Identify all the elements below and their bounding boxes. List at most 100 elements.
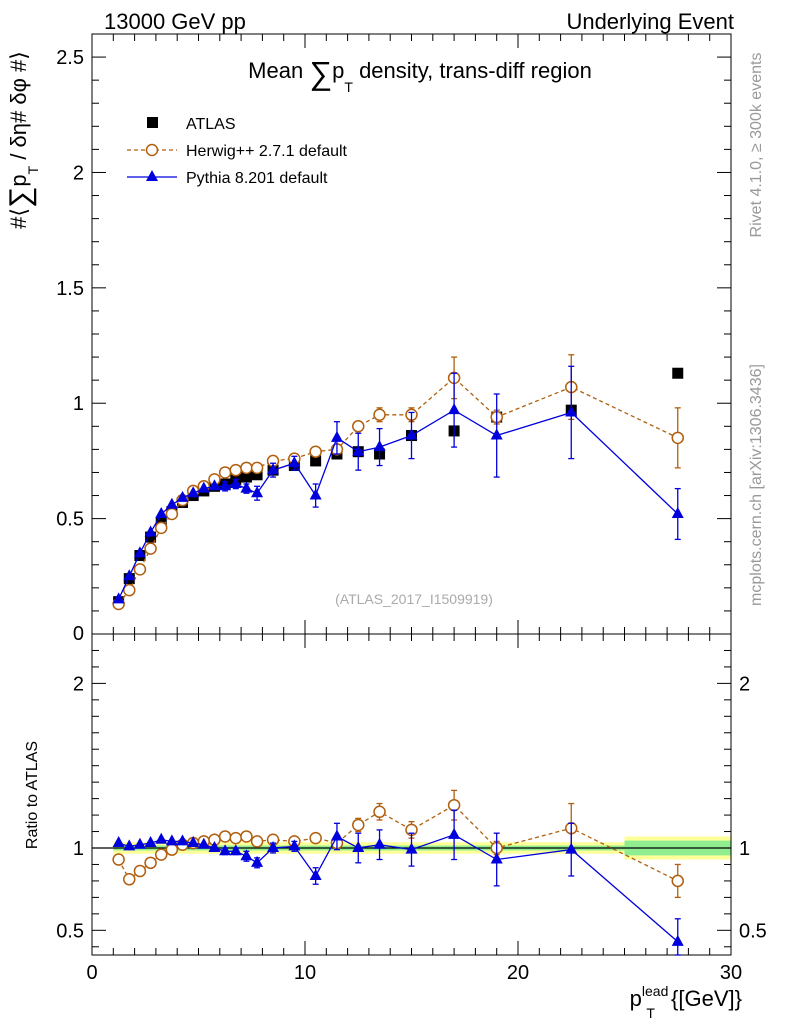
xtick-label: 0	[86, 962, 97, 984]
ratio-herwig-point	[373, 805, 386, 819]
ratio-pythia-point	[112, 836, 125, 848]
main-atlas-point	[251, 469, 263, 481]
main-herwig-point	[165, 507, 179, 521]
ratio-ytick-label: 0.5	[56, 920, 84, 942]
main-pythia-point	[240, 481, 253, 493]
ratio-ytick-label: 2	[73, 673, 84, 695]
ratio-herwig-point	[671, 874, 684, 888]
analysis-watermark: (ATLAS_2017_I1509919)	[335, 591, 493, 607]
main-pythia-point	[251, 486, 264, 498]
legend-herwig-marker	[145, 143, 159, 157]
ratio-pythia-point	[240, 849, 253, 861]
ratio-herwig-point	[352, 818, 365, 832]
header-right: Underlying Event	[566, 9, 734, 34]
rivet-label: Rivet 4.1.0, ≥ 300k events	[748, 53, 765, 238]
ratio-pythia-point	[197, 837, 210, 849]
ratio-herwig-point	[154, 848, 168, 861]
main-pythia-point	[197, 481, 210, 493]
main-herwig-point	[218, 466, 232, 479]
main-herwig-point	[240, 461, 253, 475]
ratio-herwig-point	[123, 873, 136, 886]
main-pythia-point	[490, 428, 503, 440]
main-ytick-label: 2	[73, 162, 84, 184]
ratio-ytick-label-right: 1	[739, 838, 750, 860]
ratio-pythia-point	[144, 836, 157, 848]
mcplots-label: mcplots.cern.ch [arXiv:1306.3436]	[748, 364, 765, 606]
main-pythia-point	[165, 497, 178, 509]
ratio-pythia-point	[155, 832, 168, 844]
ratio-ytick-label-right: 2	[739, 673, 750, 695]
ratio-pythia-point	[671, 934, 684, 946]
ratio-pythia-point	[219, 844, 232, 856]
xtick-label: 30	[720, 962, 742, 984]
main-pythia-point	[176, 490, 189, 502]
main-pythia-point	[288, 456, 301, 468]
ratio-pythia-point	[176, 834, 189, 846]
main-herwig-point	[133, 563, 147, 576]
main-pythia-point	[112, 592, 125, 604]
main-pythia-point	[352, 444, 365, 456]
ratio-herwig-point	[229, 831, 243, 845]
main-pythia-point	[671, 507, 684, 518]
main-herwig-point	[144, 542, 157, 555]
main-herwig-point	[250, 461, 264, 475]
main-pythia-point	[267, 463, 280, 475]
main-herwig-point	[154, 521, 168, 535]
main-herwig-point	[352, 420, 365, 433]
ratio-herwig-point	[240, 830, 253, 843]
main-herwig-point	[373, 408, 386, 422]
main-pythia-point	[187, 486, 200, 498]
main-title: Mean ∑pT density, trans-diff region	[248, 55, 592, 95]
ratio-herwig-point	[133, 864, 147, 878]
main-atlas-point	[672, 367, 684, 379]
main-pythia-point	[133, 546, 146, 558]
ratio-ytick-label-right: 0.5	[739, 920, 767, 942]
main-pythia-line	[118, 409, 679, 600]
ratio-herwig-point	[309, 831, 322, 845]
main-herwig-point	[671, 431, 684, 445]
legend-pythia-marker	[146, 170, 158, 181]
xtick-label: 20	[507, 962, 529, 984]
main-atlas-point	[240, 471, 252, 483]
main-ylabel: #⟨∑pT / δη# δφ #⟩	[4, 51, 41, 229]
xtick-label: 10	[294, 962, 316, 984]
main-plot: 0.5 1 1.5 2 2.5 0	[56, 33, 732, 645]
ratio-pythia-point	[309, 868, 322, 880]
ratio-pythia-point	[165, 834, 178, 846]
main-ytick-label: 1.5	[56, 278, 84, 300]
xlabel: plead T {[GeV]}	[630, 983, 742, 1021]
ratio-frame	[91, 633, 732, 956]
main-ytick-label: 0.5	[56, 509, 84, 531]
main-pythia-point	[309, 488, 322, 500]
ratio-ytick-label: 1	[73, 838, 84, 860]
legend-atlas-marker	[147, 117, 158, 128]
main-atlas-point	[145, 531, 157, 543]
ratio-herwig-point	[144, 856, 157, 870]
main-pythia-point	[208, 479, 221, 491]
ratio-pythia-point	[267, 841, 280, 852]
ratio-pythia-point	[448, 827, 461, 839]
main-herwig-point	[229, 463, 243, 477]
ratio-herwig-point	[250, 835, 264, 848]
ratio-herwig-point	[112, 853, 125, 866]
main-pythia-point	[219, 479, 232, 491]
main-pythia-point	[405, 428, 418, 440]
ratio-herwig-point	[165, 843, 179, 856]
main-pythia-point	[229, 477, 242, 488]
ratio-herwig-point	[447, 798, 461, 812]
ratio-herwig-point	[218, 830, 232, 843]
ratio-plot: 0.5 0.51 12 20 10 20 30	[56, 633, 767, 984]
header-left: 13000 GeV pp	[104, 9, 246, 34]
main-pythia-point	[373, 440, 386, 452]
main-ytick-label: 1	[73, 393, 84, 415]
ratio-pythia-point	[133, 837, 146, 849]
main-pythia-point	[565, 405, 578, 417]
main-ytick-label: 2.5	[56, 47, 84, 69]
ratio-pythia-point	[405, 842, 418, 854]
main-pythia-point	[448, 403, 461, 415]
main-herwig-point	[309, 445, 322, 458]
main-pythia-point	[144, 525, 157, 537]
ratio-pythia-point	[208, 841, 221, 852]
ratio-pythia-point	[229, 844, 242, 856]
